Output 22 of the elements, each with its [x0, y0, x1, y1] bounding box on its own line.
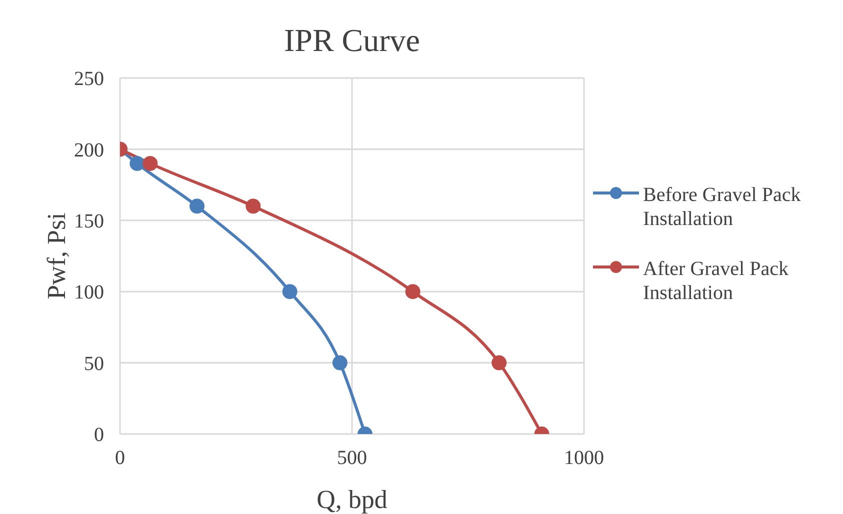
y-tick-label: 250	[74, 68, 104, 90]
point	[246, 198, 261, 214]
chart-title: IPR Curve	[283, 22, 421, 59]
x-axis-title: Q, bpd	[316, 485, 388, 514]
point	[130, 156, 145, 171]
y-tick-label: 100	[74, 282, 104, 304]
point	[405, 284, 420, 300]
x-tick-label: 1000	[564, 447, 604, 470]
point	[142, 156, 158, 171]
y-tick-label: 50	[84, 352, 104, 375]
y-tick-label: 150	[74, 210, 104, 232]
point	[190, 198, 205, 214]
point	[282, 284, 298, 300]
legend-label: Before Gravel Pack Installation	[643, 183, 802, 231]
y-axis-title: Pwf, Psi	[42, 212, 72, 300]
x-tick-label: 0	[115, 447, 125, 470]
point	[332, 355, 348, 370]
legend-label: After Gravel Pack Installation	[643, 257, 790, 305]
y-tick-label: 200	[74, 139, 104, 162]
y-tick-label: 0	[94, 424, 104, 446]
x-tick-label: 500	[337, 447, 367, 470]
point	[492, 355, 507, 370]
